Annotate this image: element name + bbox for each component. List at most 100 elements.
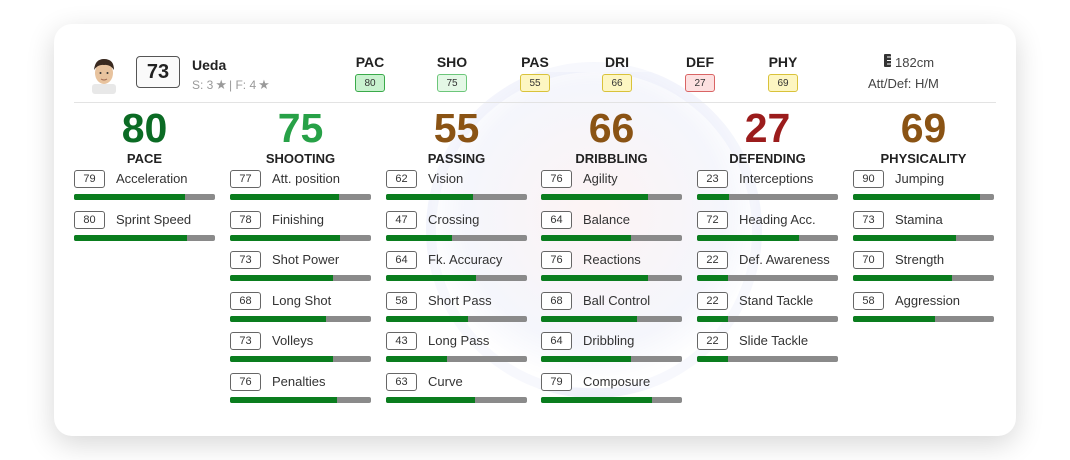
attr-label: PHY xyxy=(768,54,798,70)
stat-bar-fill xyxy=(230,275,333,282)
divider xyxy=(74,102,996,103)
stat-name: Aggression xyxy=(895,292,961,308)
stat-value: 76 xyxy=(230,372,261,391)
stat-name: Fk. Accuracy xyxy=(428,252,503,268)
stat-bar-fill xyxy=(853,234,956,241)
stat-value: 47 xyxy=(386,210,417,229)
stat-bar xyxy=(853,275,994,282)
stat-bar xyxy=(697,194,838,200)
stat-value: 78 xyxy=(230,210,261,229)
star-icon: ★ xyxy=(215,77,228,92)
stat-bar-fill xyxy=(230,356,333,363)
stat-bar xyxy=(230,396,371,403)
stat-row: 90 Jumping xyxy=(853,168,994,209)
stat-bar xyxy=(386,234,527,241)
stat-bar xyxy=(541,396,682,403)
stat-name: Volleys xyxy=(272,333,314,349)
stat-bar xyxy=(386,315,527,322)
stat-name: Shot Power xyxy=(272,252,340,268)
stat-column-physicality: 69 PHYSICALITY 90 Jumping 73 Stamina 70 Strengt… xyxy=(853,106,994,330)
category-label: PHYSICALITY xyxy=(880,151,967,166)
stat-bar-fill xyxy=(74,194,186,200)
stat-name: Long Pass xyxy=(428,333,490,349)
stat-name: Sprint Speed xyxy=(116,211,192,227)
category-rating: 80 xyxy=(121,105,168,151)
stat-bar-fill xyxy=(697,234,799,241)
stat-bar-fill xyxy=(697,315,729,322)
stat-row: 79 Acceleration xyxy=(74,168,215,209)
watermark-logo xyxy=(426,62,762,398)
stat-column-dribbling: 66 DRIBBLING 76 Agility 64 Balance 76 Reactions… xyxy=(541,106,682,412)
stat-row: 62 Vision xyxy=(386,168,527,209)
stat-row: 77 Att. position xyxy=(230,168,371,209)
attr-value: 80 xyxy=(355,74,385,92)
stat-row: 58 Short Pass xyxy=(386,290,527,331)
stat-bar xyxy=(386,396,527,403)
stat-bar xyxy=(74,234,215,241)
overall-rating: 73 xyxy=(136,56,180,88)
stat-bar xyxy=(386,194,527,200)
stat-bar-fill xyxy=(386,396,475,403)
stat-row: 43 Long Pass xyxy=(386,330,527,371)
skill-moves-label: S: 3 xyxy=(192,78,214,92)
stat-bar xyxy=(541,234,682,241)
stat-name: Heading Acc. xyxy=(739,211,816,227)
player-card: 73 Ueda S: 3 ★ | F: 4 ★ PAC 80 SHO 75 PA… xyxy=(54,24,1016,436)
stat-row: 47 Crossing xyxy=(386,209,527,250)
stat-name: Acceleration xyxy=(116,171,188,186)
stat-value: 58 xyxy=(853,291,884,310)
attr-label: DRI xyxy=(604,54,630,70)
attr-label: PAS xyxy=(521,54,549,70)
stat-value: 90 xyxy=(853,170,884,188)
stat-value: 80 xyxy=(74,210,105,229)
stat-bar-fill xyxy=(74,234,187,241)
stat-bar-fill xyxy=(230,194,339,200)
stat-row: 23 Interceptions xyxy=(697,168,838,209)
stat-bar xyxy=(853,234,994,241)
stat-name: Strength xyxy=(895,252,945,268)
stat-column-passing: 55 PASSING 62 Vision 47 Crossing 64 Fk. Accurac… xyxy=(386,106,527,412)
stat-row: 58 Aggression xyxy=(853,290,994,331)
stat-row: 22 Slide Tackle xyxy=(697,330,838,371)
stat-value: 22 xyxy=(697,251,728,270)
stat-name: Short Pass xyxy=(428,292,492,308)
player-name[interactable]: Ueda xyxy=(192,57,227,73)
stat-bar xyxy=(541,275,682,282)
avatar[interactable] xyxy=(88,54,120,94)
stat-row: 70 Strength xyxy=(853,249,994,290)
attr-phy: PHY 69 xyxy=(753,54,813,92)
category-rating: 27 xyxy=(744,105,791,151)
stat-row: 63 Curve xyxy=(386,371,527,412)
stat-row: 22 Def. Awareness xyxy=(697,249,838,290)
stat-name: Stamina xyxy=(895,211,943,227)
stat-value: 43 xyxy=(386,332,417,351)
category-label: DEFENDING xyxy=(729,151,806,166)
stat-bar xyxy=(541,194,682,200)
stat-value: 68 xyxy=(541,291,572,310)
stat-bar xyxy=(230,275,371,282)
stat-value: 73 xyxy=(230,251,261,270)
category-label: SHOOTING xyxy=(265,151,336,166)
stat-bar-fill xyxy=(541,396,653,403)
category-rating: 66 xyxy=(588,105,635,151)
stat-bar-fill xyxy=(697,275,729,282)
stat-name: Jumping xyxy=(895,171,945,186)
stat-bar xyxy=(853,194,994,200)
attr-label: SHO xyxy=(436,54,468,70)
stat-name: Att. position xyxy=(272,171,340,186)
stat-bar-fill xyxy=(230,396,338,403)
stat-row: 80 Sprint Speed xyxy=(74,209,215,250)
stat-value: 79 xyxy=(541,372,572,391)
ruler-icon xyxy=(884,54,891,70)
attr-def: DEF 27 xyxy=(670,54,730,92)
star-icon: ★ xyxy=(258,77,270,92)
attr-value: 75 xyxy=(437,74,467,92)
stat-row: 64 Balance xyxy=(541,209,682,250)
stat-bar xyxy=(853,315,994,322)
attr-label: PAC xyxy=(355,54,385,70)
stat-value: 22 xyxy=(697,332,728,351)
stat-row: 73 Volleys xyxy=(230,330,371,371)
stat-bar-fill xyxy=(541,194,649,200)
stat-name: Interceptions xyxy=(739,171,814,186)
attr-value: 27 xyxy=(685,74,715,92)
